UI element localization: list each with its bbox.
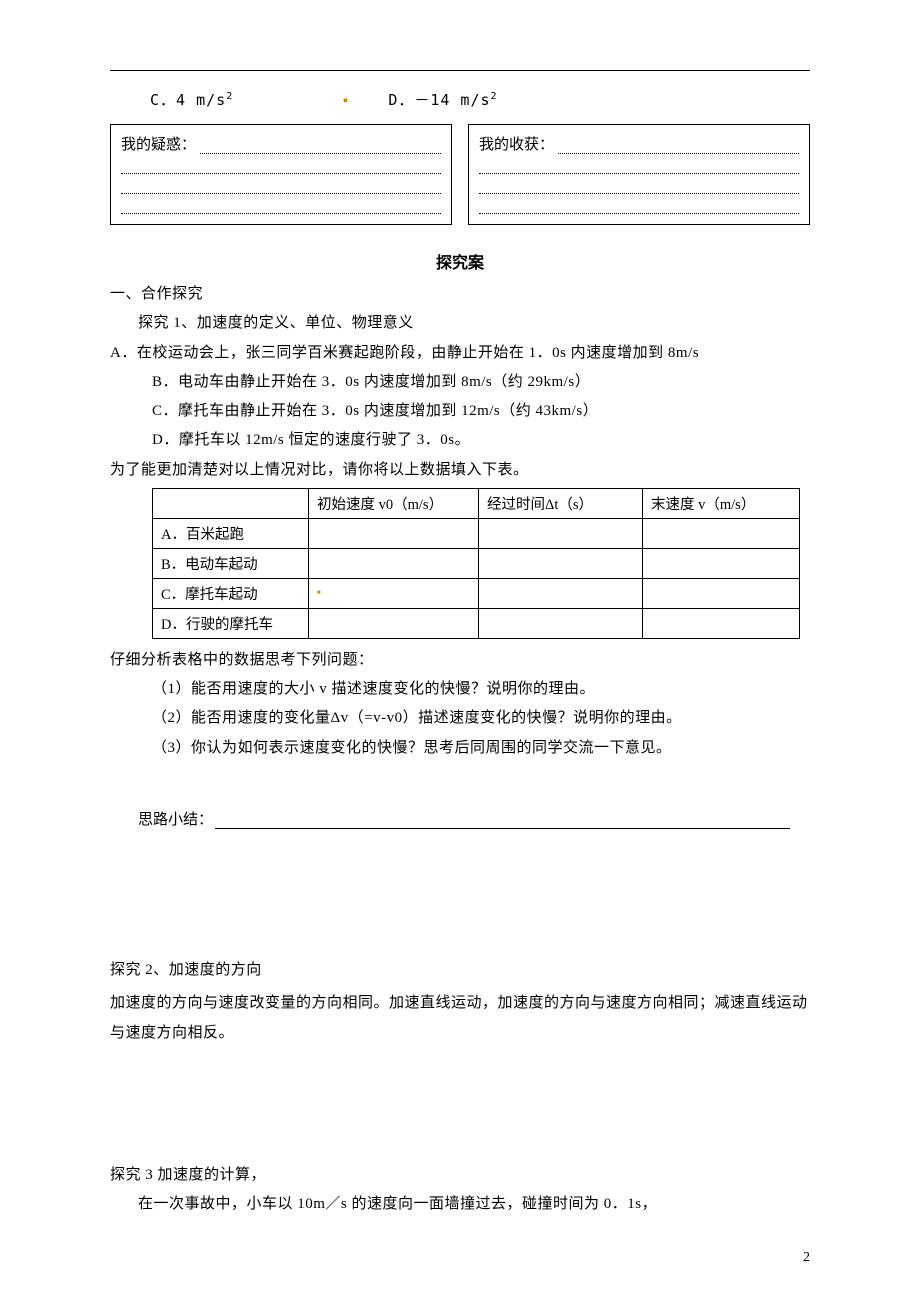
table-cell (479, 578, 643, 608)
table-row: C．摩托车起动 ■ (153, 578, 800, 608)
table-cell: A．百米起跑 (153, 518, 309, 548)
table-cell (643, 608, 800, 638)
underline-fill (215, 828, 790, 829)
gain-box: 我的收获： (468, 124, 810, 225)
table-header-row: 初始速度 v0（m/s） 经过时间Δt（s） 末速度 v（m/s） (153, 488, 800, 518)
doubt-label: 我的疑惑： (121, 133, 196, 154)
inquiry3-title: 探究 3 加速度的计算， (110, 1164, 810, 1187)
section-title: 探究案 (110, 249, 810, 273)
dotted-line (479, 160, 799, 174)
table-cell: ■ (309, 578, 479, 608)
table-cell (479, 608, 643, 638)
table-prompt: 为了能更加清楚对以上情况对比，请你将以上数据填入下表。 (110, 459, 810, 482)
dotted-line (479, 180, 799, 194)
option-row: C．4 m/s2 ■ D．－14 m/s2 (110, 89, 810, 110)
analysis-q3: （3）你认为如何表示速度变化的快慢？思考后同周围的同学交流一下意见。 (110, 737, 810, 760)
analysis-q1: （1）能否用速度的大小 v 描述速度变化的快慢？说明你的理由。 (110, 678, 810, 701)
item-d: D．摩托车以 12m/s 恒定的速度行驶了 3．0s。 (110, 429, 810, 452)
table-header: 末速度 v（m/s） (643, 488, 800, 518)
heading-1: 一、合作探究 (110, 283, 810, 306)
dotted-line (121, 180, 441, 194)
doubt-box: 我的疑惑： (110, 124, 452, 225)
table-cell (309, 518, 479, 548)
inquiry2-body: 加速度的方向与速度改变量的方向相同。加速直线运动，加速度的方向与速度方向相同；减… (110, 988, 810, 1048)
table-header: 经过时间Δt（s） (479, 488, 643, 518)
inquiry1-title: 探究 1、加速度的定义、单位、物理意义 (110, 312, 810, 335)
summary-row: 思路小结： (110, 808, 810, 829)
tiny-mark-icon: ■ (344, 97, 349, 104)
dotted-line (200, 153, 441, 154)
item-b: B．电动车由静止开始在 3．0s 内速度增加到 8m/s（约 29km/s） (110, 371, 810, 394)
gain-label: 我的收获： (479, 133, 554, 154)
analysis-q2: （2）能否用速度的变化量Δv（=v-v0）描述速度变化的快慢？说明你的理由。 (110, 707, 810, 730)
table-cell: C．摩托车起动 (153, 578, 309, 608)
table-row: B．电动车起动 (153, 548, 800, 578)
option-c: C．4 m/s (150, 91, 226, 109)
table-cell (479, 518, 643, 548)
item-c: C．摩托车由静止开始在 3．0s 内速度增加到 12m/s（约 43km/s） (110, 400, 810, 423)
analysis-intro: 仔细分析表格中的数据思考下列问题： (110, 649, 810, 672)
table-row: A．百米起跑 (153, 518, 800, 548)
dotted-line (121, 160, 441, 174)
item-a: A．在校运动会上，张三同学百米赛起跑阶段，由静止开始在 1．0s 内速度增加到 … (110, 342, 810, 365)
dotted-line (121, 200, 441, 214)
table-cell (479, 548, 643, 578)
tiny-mark-icon: ■ (317, 590, 321, 596)
table-cell (309, 548, 479, 578)
summary-label: 思路小结： (138, 808, 213, 829)
option-d: D．－14 m/s (388, 91, 490, 109)
inquiry2-title: 探究 2、加速度的方向 (110, 959, 810, 982)
content-top-rule (110, 70, 810, 71)
page-number: 2 (803, 1250, 810, 1266)
table-header (153, 488, 309, 518)
option-d-sup: 2 (491, 91, 498, 102)
table-cell (309, 608, 479, 638)
table-cell (643, 578, 800, 608)
table-cell (643, 548, 800, 578)
option-c-sup: 2 (226, 91, 233, 102)
table-cell: D．行驶的摩托车 (153, 608, 309, 638)
table-cell (643, 518, 800, 548)
data-table: 初始速度 v0（m/s） 经过时间Δt（s） 末速度 v（m/s） A．百米起跑… (152, 488, 800, 639)
reflection-row: 我的疑惑： 我的收获： (110, 124, 810, 225)
table-header: 初始速度 v0（m/s） (309, 488, 479, 518)
inquiry3-body: 在一次事故中，小车以 10m／s 的速度向一面墙撞过去，碰撞时间为 0．1s， (110, 1193, 810, 1216)
table-cell: B．电动车起动 (153, 548, 309, 578)
dotted-line (479, 200, 799, 214)
table-row: D．行驶的摩托车 (153, 608, 800, 638)
dotted-line (558, 153, 799, 154)
